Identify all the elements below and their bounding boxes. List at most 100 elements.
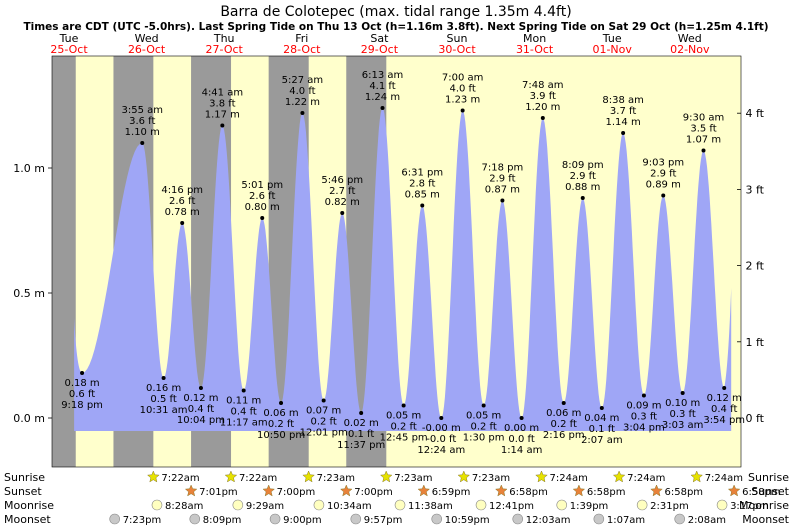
tide-time-label: 7:00 am — [442, 73, 484, 84]
tide-point — [641, 393, 646, 398]
tide-point — [198, 386, 203, 390]
tide-m-label: 1.22 m — [285, 97, 320, 108]
tide-m-label: 0.12 m — [183, 393, 218, 404]
tide-ft-label: 0.2 ft — [470, 422, 496, 433]
tide-point — [500, 198, 505, 203]
y-left-tick-label: 0.0 m — [13, 412, 45, 425]
day-date: 31-Oct — [516, 43, 554, 56]
day-weekday: Fri — [295, 32, 308, 45]
tide-m-label: 0.78 m — [165, 207, 200, 218]
day-date: 27-Oct — [206, 43, 244, 56]
tide-point — [680, 391, 685, 395]
moon-icon — [232, 499, 244, 511]
y-left-tick-label: 1.0 m — [13, 162, 45, 175]
tide-time-label: 5:27 am — [282, 75, 324, 86]
plot-frame — [51, 55, 742, 468]
tide-ft-label: 0.2 ft — [551, 419, 577, 430]
tide-time-label: 7:48 am — [522, 80, 564, 91]
day-date: 26-Oct — [128, 43, 166, 56]
tide-m-label: -0.00 m — [422, 423, 461, 434]
day-weekday: Sat — [370, 32, 389, 45]
tide-ft-label: 0.6 ft — [69, 389, 95, 400]
y-right-tick-label: 2 ft — [746, 260, 765, 273]
row-label-right: Sunrise — [748, 471, 789, 484]
tide-m-label: 0.18 m — [64, 378, 99, 389]
sun-icon — [302, 470, 315, 483]
sun-icon — [262, 484, 276, 497]
event-time: 12:41pm — [489, 501, 534, 512]
tide-m-label: 1.17 m — [205, 110, 240, 121]
tide-ft-label: 0.0 ft — [508, 434, 534, 445]
y-left-tick-label: 0.5 m — [13, 287, 45, 300]
tide-ft-label: 0.1 ft — [348, 429, 374, 440]
tide-point — [380, 106, 385, 110]
tide-time-label: 9:18 pm — [61, 400, 103, 411]
event-time: 7:00pm — [277, 487, 316, 498]
tide-point — [439, 416, 444, 420]
tide-m-label: 1.10 m — [125, 127, 160, 138]
tide-m-label: 0.05 m — [466, 411, 501, 422]
event-time: 7:23am — [317, 473, 355, 484]
tide-ft-label: 0.2 ft — [310, 417, 336, 428]
tide-m-label: 1.20 m — [525, 102, 560, 113]
chart-subtitle: Times are CDT (UTC -5.0hrs). Last Spring… — [23, 21, 768, 33]
moon-icon — [350, 513, 362, 525]
y-right-tick-label: 0 ft — [746, 412, 765, 425]
event-time: 6:58pm — [587, 487, 626, 498]
night-band — [52, 56, 76, 467]
event-time: 7:23pm — [123, 515, 162, 525]
event-time: 2:31pm — [650, 501, 689, 512]
tide-time-label: 2:07 am — [581, 435, 623, 446]
tide-m-label: 0.80 m — [245, 202, 280, 213]
tide-time-label: 9:03 pm — [642, 158, 684, 169]
event-time: 9:29am — [246, 501, 284, 512]
tide-point — [161, 376, 166, 380]
tide-m-label: 0.07 m — [306, 406, 341, 417]
row-label-left: Sunset — [4, 485, 42, 498]
day-date: 29-Oct — [361, 43, 399, 56]
y-right-tick-label: 3 ft — [746, 183, 765, 196]
tide-point — [180, 221, 185, 225]
tide-m-label: 0.89 m — [646, 180, 681, 191]
moon-icon — [269, 513, 281, 525]
day-headers: Tue25-OctWed26-OctThu27-OctFri28-OctSat2… — [50, 32, 710, 56]
tide-m-label: 0.09 m — [626, 401, 661, 412]
tide-ft-label: -0.0 ft — [426, 434, 456, 445]
tide-point — [279, 401, 284, 405]
moon-icon — [512, 513, 524, 525]
tide-point — [661, 193, 666, 198]
tide-time-label: 3:04 pm — [623, 423, 665, 434]
tide-point — [580, 196, 585, 200]
tide-ft-label: 2.9 ft — [650, 169, 676, 180]
tide-ft-label: 2.7 ft — [329, 186, 355, 197]
moon-icon — [189, 513, 201, 525]
event-time: 11:38am — [408, 501, 453, 512]
event-time: 6:58pm — [665, 487, 704, 498]
row-label-left: Moonset — [4, 513, 51, 525]
tide-time-label: 12:45 pm — [380, 433, 428, 444]
tide-point — [359, 411, 364, 415]
tide-ft-label: 3.7 ft — [610, 106, 636, 117]
tide-point — [519, 416, 524, 420]
sun-icon — [727, 484, 741, 497]
tide-time-label: 9:30 am — [683, 113, 725, 124]
tide-point — [321, 398, 326, 403]
event-time: 1:39pm — [570, 501, 609, 512]
tide-m-label: 1.14 m — [606, 117, 641, 128]
day-date: 02-Nov — [670, 43, 710, 56]
moon-icon — [394, 499, 406, 511]
sun-icon — [457, 470, 471, 483]
day-weekday: Wed — [678, 32, 702, 45]
day-date: 01-Nov — [592, 43, 632, 56]
event-time: 7:23am — [394, 473, 432, 484]
moon-icon — [556, 499, 568, 511]
sun-icon — [572, 484, 586, 497]
tide-time-label: 12:24 am — [417, 445, 465, 456]
row-label-right: Moonrise — [739, 499, 789, 512]
tide-time-label: 11:37 pm — [337, 440, 385, 451]
event-time: 6:58pm — [509, 487, 548, 498]
tide-m-label: 0.06 m — [263, 408, 298, 419]
sun-icon — [417, 484, 431, 497]
tide-ft-label: 0.3 ft — [669, 409, 695, 420]
